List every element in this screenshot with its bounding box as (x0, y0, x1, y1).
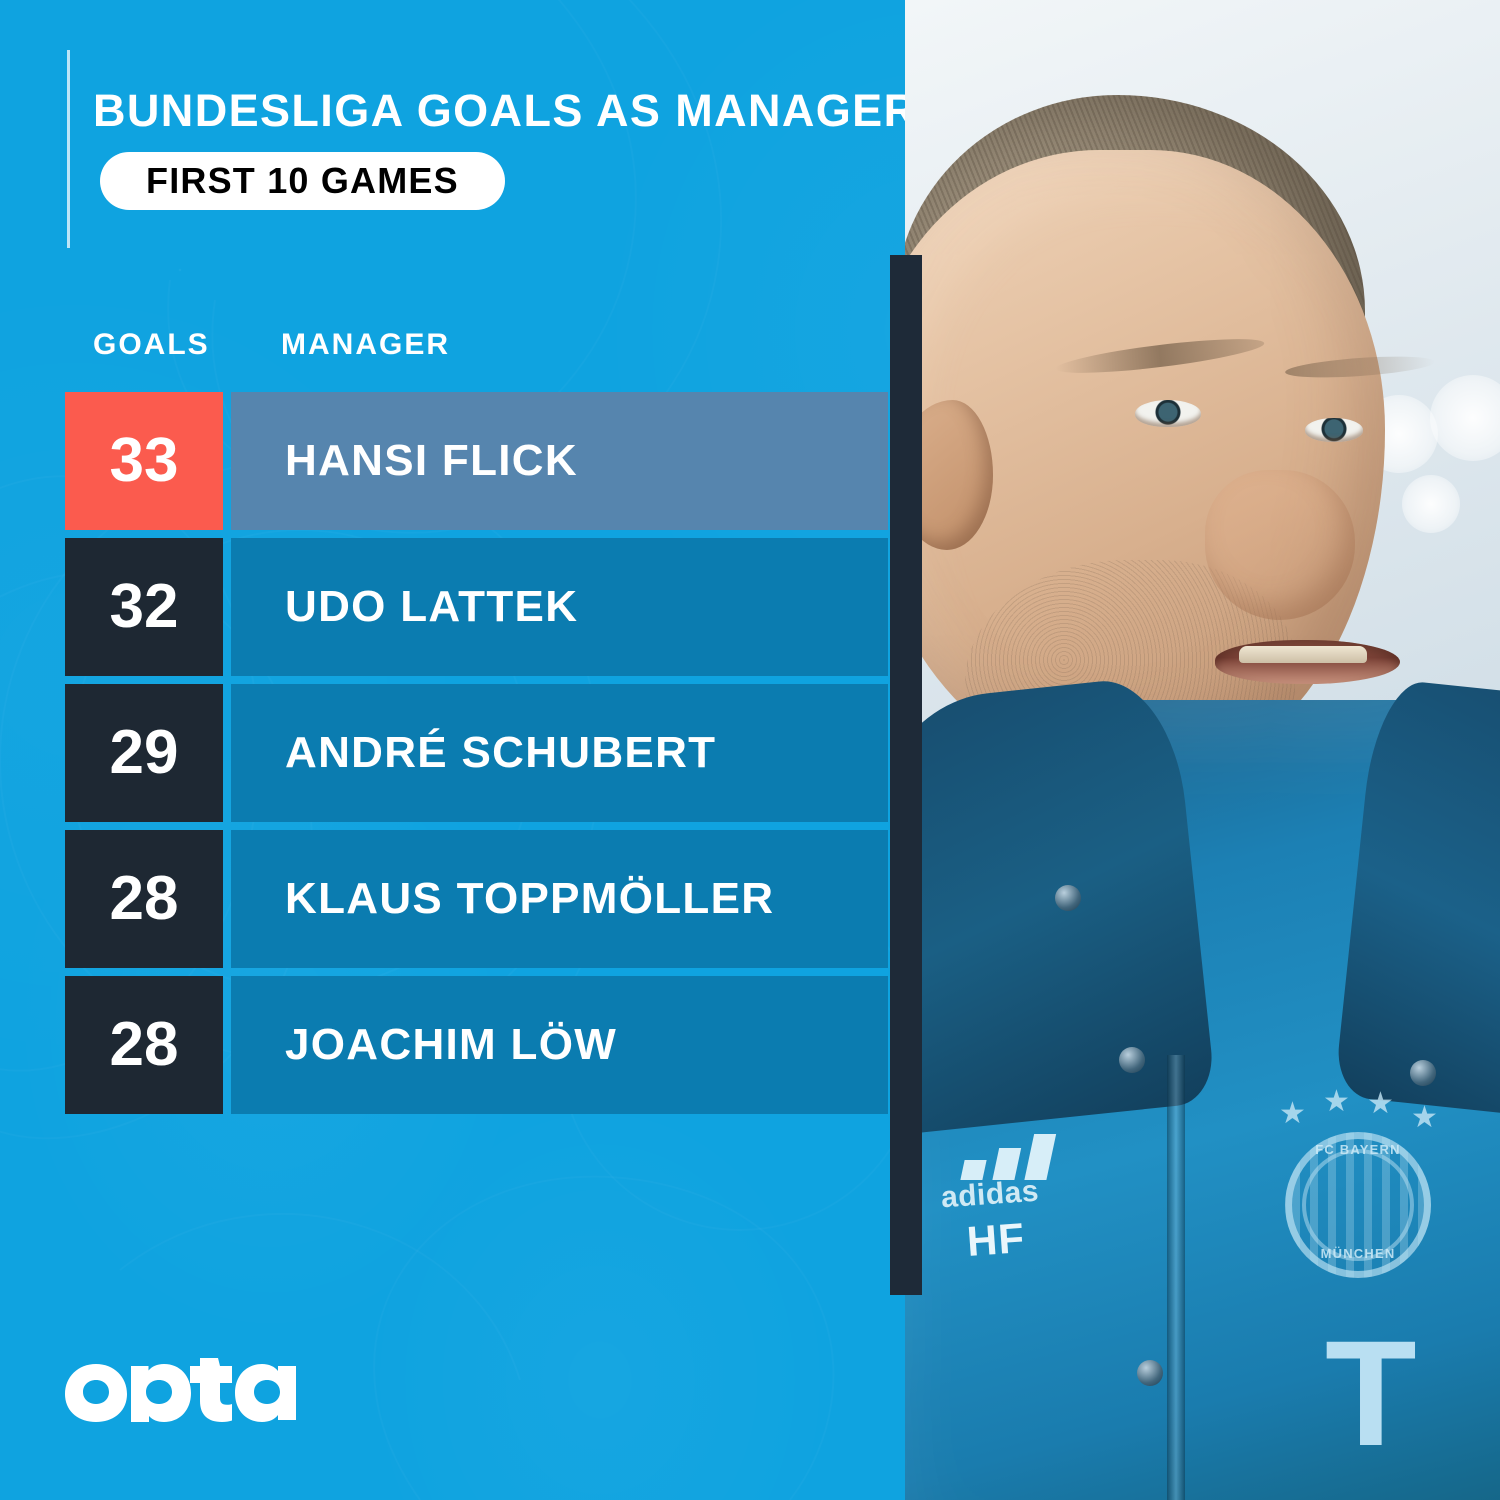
adidas-logo-icon (960, 1134, 1057, 1180)
manager-namebar: HANSI FLICK (231, 392, 888, 530)
goals-value: 28 (109, 864, 179, 933)
table-row[interactable]: 33 HANSI FLICK (0, 392, 905, 530)
page-title: BUNDESLIGA GOALS AS MANAGER (93, 85, 918, 136)
subtitle-badge-label: FIRST 10 GAMES (146, 160, 459, 201)
sponsor-logo: T (1325, 1309, 1417, 1477)
jacket-snap-button (1410, 1060, 1436, 1086)
goals-badge: 33 (65, 392, 223, 530)
column-headers: GOALS MANAGER (0, 328, 905, 368)
ranking-list: 33 HANSI FLICK 32 UDO LATTEK 29 (0, 392, 905, 1122)
adidas-wordmark: adidas (939, 1174, 1041, 1215)
goals-value: 32 (109, 572, 179, 641)
bokeh-light (1402, 475, 1460, 533)
manager-name: KLAUS TOPPMÖLLER (285, 874, 775, 923)
manager-namebar: JOACHIM LÖW (231, 976, 888, 1114)
jacket-snap-button (1137, 1360, 1163, 1386)
manager-name: ANDRÉ SCHUBERT (285, 728, 717, 777)
table-row[interactable]: 29 ANDRÉ SCHUBERT (0, 684, 905, 822)
manager-name: UDO LATTEK (285, 582, 579, 631)
crest-star-icon: ★ (1279, 1097, 1306, 1130)
jacket-snap-button (1055, 885, 1081, 911)
goals-badge: 29 (65, 684, 223, 822)
manager-name: JOACHIM LÖW (285, 1020, 618, 1069)
crest-top-text: FC BAYERN (1315, 1142, 1401, 1157)
manager-namebar: ANDRÉ SCHUBERT (231, 684, 888, 822)
crest-bottom-text: MÜNCHEN (1320, 1246, 1396, 1261)
crest-rim (1302, 1149, 1414, 1261)
table-row[interactable]: 32 UDO LATTEK (0, 538, 905, 676)
column-header-goals: GOALS (93, 328, 210, 361)
goals-value: 29 (109, 718, 179, 787)
eye-left (1135, 400, 1201, 427)
eye-right (1305, 418, 1363, 442)
table-row[interactable]: 28 KLAUS TOPPMÖLLER (0, 830, 905, 968)
subtitle-badge: FIRST 10 GAMES (100, 152, 505, 210)
manager-photo: adidas HF ★ ★ ★ ★ FC BAYERN MÜNCHEN T (905, 0, 1500, 1500)
crest-star-icon: ★ (1411, 1101, 1438, 1134)
fc-bayern-crest-icon (1285, 1132, 1431, 1278)
jacket-zip (1167, 1055, 1185, 1500)
goals-badge: 32 (65, 538, 223, 676)
crest-star-icon: ★ (1323, 1085, 1350, 1118)
data-panel: BUNDESLIGA GOALS AS MANAGER FIRST 10 GAM… (0, 50, 916, 1422)
teeth (1239, 646, 1367, 663)
manager-namebar: UDO LATTEK (231, 538, 888, 676)
manager-name: HANSI FLICK (285, 436, 578, 485)
manager-initials: HF (965, 1214, 1027, 1265)
nose (1205, 470, 1355, 620)
crest-star-icon: ★ (1367, 1087, 1394, 1120)
header-accent-line (67, 50, 70, 248)
manager-namebar: KLAUS TOPPMÖLLER (231, 830, 888, 968)
bokeh-light (1430, 375, 1500, 461)
goals-badge: 28 (65, 830, 223, 968)
opta-logo (65, 1358, 296, 1422)
vertical-divider-bar (890, 255, 922, 1295)
column-header-manager: MANAGER (281, 328, 450, 361)
goals-value: 28 (109, 1010, 179, 1079)
goals-badge: 28 (65, 976, 223, 1114)
table-row[interactable]: 28 JOACHIM LÖW (0, 976, 905, 1114)
jacket-snap-button (1119, 1047, 1145, 1073)
goals-value: 33 (109, 426, 179, 495)
